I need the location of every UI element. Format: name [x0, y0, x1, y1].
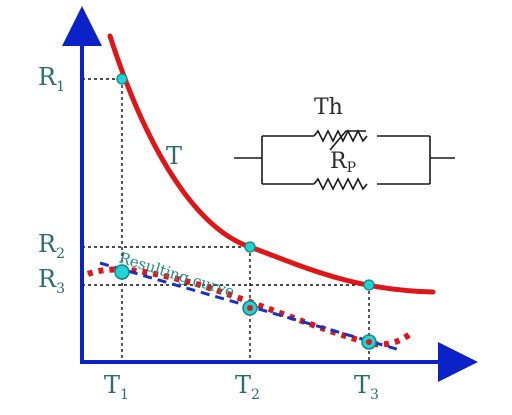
y-axis-labels: R1 R2 R3	[38, 63, 65, 297]
thermistor-curve	[107, 33, 436, 295]
label-t2: T2	[235, 371, 260, 403]
guide-lines	[82, 78, 370, 362]
markers	[114, 73, 377, 350]
marker-r3-t3	[363, 279, 375, 291]
parallel-circuit	[234, 129, 455, 191]
marker-resulting-t3-center	[366, 339, 372, 345]
label-r3: R3	[38, 265, 65, 297]
label-r1: R1	[38, 63, 65, 95]
x-axis-labels: T1 T2 T3	[104, 371, 379, 403]
marker-r1-t1	[116, 73, 128, 85]
resistor-symbol	[313, 177, 368, 191]
thermistor-label: Th	[314, 95, 343, 120]
marker-resulting-t1	[114, 264, 130, 280]
marker-r2-t2	[244, 241, 256, 253]
marker-resulting-t2-center	[247, 305, 253, 311]
thermistor-curve-label: T	[166, 142, 182, 170]
parallel-resistor-label: RP	[330, 149, 356, 176]
axes	[62, 6, 478, 382]
label-t1: T1	[104, 371, 129, 403]
thermistor-arrow-line	[329, 130, 366, 151]
resulting-curve-label: Resulting curve	[117, 249, 237, 301]
label-r2: R2	[38, 230, 65, 262]
thermistor-symbol	[313, 129, 368, 143]
label-t3: T3	[354, 371, 379, 403]
